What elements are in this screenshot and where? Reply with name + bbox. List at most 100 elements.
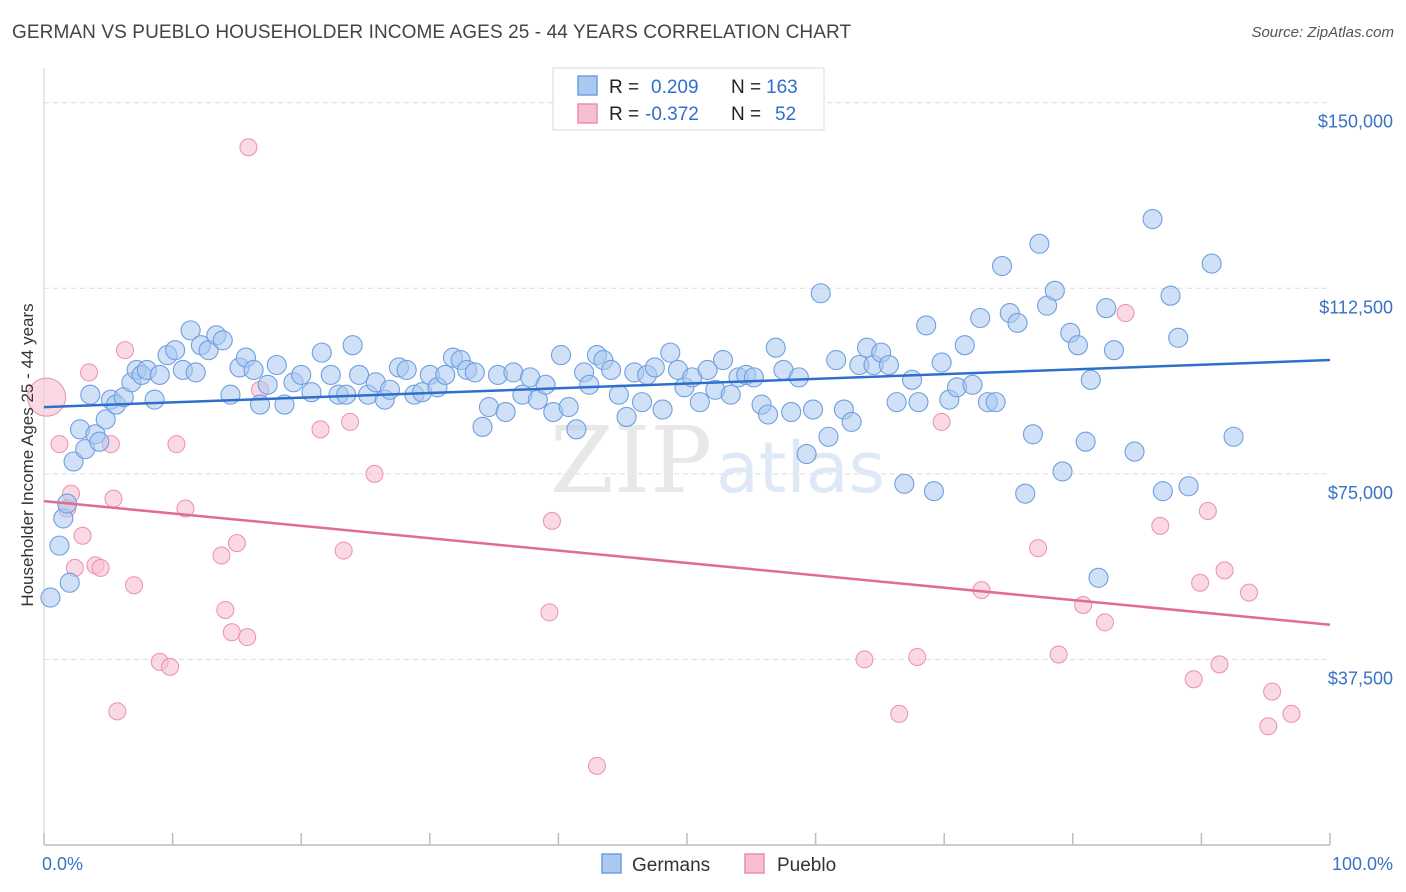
german-point xyxy=(180,320,201,341)
german-point xyxy=(1160,285,1181,306)
pueblo-point xyxy=(1151,516,1170,535)
bottom-legend: Germans Pueblo xyxy=(601,853,836,876)
german-point xyxy=(1103,340,1125,361)
y-tick-label: $150,000 xyxy=(1318,112,1393,132)
pueblo-point xyxy=(1215,561,1234,580)
german-point xyxy=(601,359,622,381)
pueblo-point xyxy=(334,541,353,560)
german-point xyxy=(985,392,1006,413)
german-point xyxy=(908,392,929,413)
german-point xyxy=(80,384,101,405)
german-point xyxy=(342,335,363,356)
pueblo-point xyxy=(1282,704,1301,723)
y-tick-labels: $37,500 $75,000 $112,500 $150,000 xyxy=(1318,112,1393,689)
pueblo-point xyxy=(216,600,235,619)
german-point xyxy=(878,354,899,376)
german-point xyxy=(63,451,84,472)
pueblo-point xyxy=(1029,539,1048,558)
axes xyxy=(43,68,1331,846)
pueblo-point xyxy=(542,511,561,530)
german-point xyxy=(503,362,524,383)
legend-germans-swatch xyxy=(577,75,598,96)
pueblo-point xyxy=(239,138,258,157)
pueblo-point xyxy=(1198,501,1217,520)
german-point xyxy=(818,426,839,447)
legend-germans-n-label: N = xyxy=(731,77,761,98)
germans-trendline xyxy=(43,358,1331,409)
german-point xyxy=(274,394,295,415)
german-point xyxy=(301,382,322,403)
pueblo-point xyxy=(167,435,186,454)
legend-pueblo-n-label: N = xyxy=(731,104,761,125)
german-point xyxy=(954,335,975,356)
german-point xyxy=(89,431,110,452)
german-point xyxy=(962,374,983,395)
german-point xyxy=(697,359,718,381)
german-point xyxy=(1168,327,1189,348)
pueblo-point xyxy=(108,702,127,721)
pueblo-point xyxy=(1239,583,1258,602)
german-point xyxy=(165,340,186,361)
pueblo-point xyxy=(212,546,231,565)
pueblo-point xyxy=(50,435,69,454)
pueblo-point xyxy=(365,464,384,483)
x-tick-label: 100.0% xyxy=(1332,854,1393,874)
german-point xyxy=(579,374,600,395)
legend-pueblo-n-value: 52 xyxy=(775,104,796,125)
pueblo-point xyxy=(1116,304,1135,323)
german-point xyxy=(841,411,862,432)
german-point xyxy=(931,352,952,373)
german-point xyxy=(765,337,786,358)
german-point xyxy=(992,255,1013,277)
german-point xyxy=(781,401,802,423)
german-point xyxy=(1201,253,1222,274)
german-point xyxy=(535,374,556,395)
y-tick-label: $37,500 xyxy=(1328,668,1393,688)
y-tick-label: $75,000 xyxy=(1328,483,1393,503)
german-point xyxy=(970,307,991,329)
german-point xyxy=(320,364,341,385)
german-point xyxy=(95,409,116,430)
german-point xyxy=(349,364,370,385)
pueblo-point xyxy=(1259,717,1278,736)
german-point xyxy=(464,362,485,383)
pueblo-trendline xyxy=(43,499,1331,627)
pueblo-point xyxy=(587,756,606,775)
german-point xyxy=(257,374,278,395)
german-point xyxy=(1052,461,1073,482)
german-point xyxy=(1022,424,1043,445)
german-point xyxy=(59,572,80,593)
german-point xyxy=(826,350,847,371)
german-point xyxy=(558,397,579,418)
german-point xyxy=(1088,567,1109,588)
bottom-legend-pueblo-swatch xyxy=(744,853,765,874)
german-point xyxy=(291,364,312,385)
german-point xyxy=(616,406,637,428)
german-point xyxy=(1124,441,1145,462)
german-point xyxy=(788,367,809,388)
german-point xyxy=(266,354,287,376)
german-point xyxy=(720,384,741,405)
pueblo-point xyxy=(161,657,180,676)
x-tick-labels: 0.0% 100.0% xyxy=(42,854,1393,874)
legend-germans-n-value: 163 xyxy=(766,77,798,98)
german-point xyxy=(608,384,629,405)
german-point xyxy=(1044,280,1065,301)
bottom-legend-germans-swatch xyxy=(601,853,622,874)
watermark-atlas: atlas xyxy=(716,427,885,509)
german-point xyxy=(810,283,831,304)
german-point xyxy=(689,392,710,413)
watermark: ZIP atlas xyxy=(550,407,885,514)
legend-germans-r-label: R = xyxy=(609,77,639,98)
pueblo-point xyxy=(890,704,909,723)
german-point xyxy=(49,535,70,556)
pueblo-point xyxy=(1191,573,1210,592)
pueblo-point xyxy=(1049,645,1068,664)
german-point xyxy=(185,362,206,383)
pueblo-points xyxy=(27,138,1301,775)
pueblo-point xyxy=(908,647,927,666)
german-point xyxy=(894,473,915,494)
german-point xyxy=(802,399,824,420)
pueblo-point xyxy=(1263,682,1282,701)
pueblo-point xyxy=(227,534,246,553)
